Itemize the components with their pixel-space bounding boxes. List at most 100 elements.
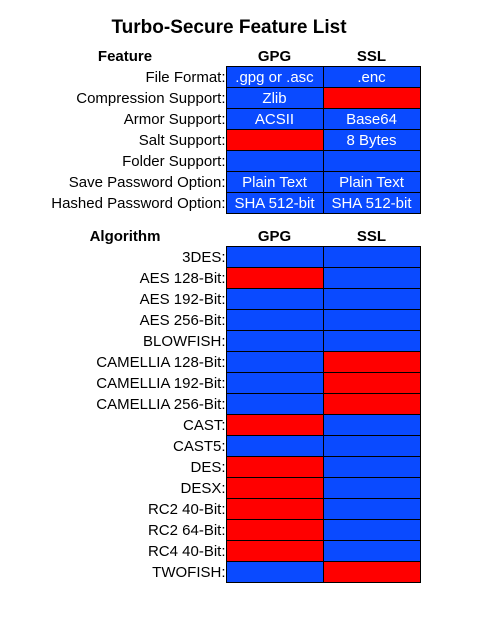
feature-row: Armor Support: ACSII Base64: [24, 108, 421, 130]
feature-label: Salt Support:: [138, 131, 226, 149]
ssl-algorithm-cell: [322, 561, 421, 583]
ssl-algorithm-cell: [322, 267, 421, 289]
ssl-algorithm-cell: [322, 435, 421, 457]
gpg-algorithm-cell: [225, 267, 324, 289]
ssl-algorithm-cell: [322, 519, 421, 541]
algorithm-label: DES:: [190, 458, 226, 476]
ssl-algorithm-cell: [322, 351, 421, 373]
ssl-algorithm-cell: [322, 309, 421, 331]
ssl-algorithm-cell: [322, 477, 421, 499]
gpg-algorithm-cell: [225, 498, 324, 520]
algorithm-row: AES 256-Bit:: [24, 309, 421, 331]
algorithm-label: CAMELLIA 192-Bit:: [96, 374, 226, 392]
feature-label: Armor Support:: [123, 110, 226, 128]
algorithm-label: 3DES:: [182, 248, 226, 266]
feature-column-header: Feature: [97, 47, 153, 65]
ssl-column-header: SSL: [356, 47, 387, 65]
algorithm-label: CAST5:: [172, 437, 226, 455]
ssl-feature-cell: 8 Bytes: [322, 129, 421, 151]
algorithm-label: DESX:: [180, 479, 226, 497]
ssl-algorithm-cell: [322, 393, 421, 415]
gpg-algorithm-cell: [225, 540, 324, 562]
algorithm-row: CAMELLIA 256-Bit:: [24, 393, 421, 415]
ssl-feature-cell: [322, 150, 421, 172]
gpg-algorithm-cell: [225, 309, 324, 331]
algorithm-row: RC2 40-Bit:: [24, 498, 421, 520]
ssl-feature-cell: Plain Text: [322, 171, 421, 193]
algorithm-table: Algorithm GPG SSL 3DES: AES 128-Bit: AES 1…: [24, 226, 421, 583]
gpg-algorithm-cell: [225, 519, 324, 541]
gpg-algorithm-cell: [225, 372, 324, 394]
ssl-algorithm-cell: [322, 414, 421, 436]
ssl-algorithm-cell: [322, 330, 421, 352]
gpg-algorithm-cell: [225, 414, 324, 436]
ssl-algorithm-cell: [322, 246, 421, 268]
feature-label: Hashed Password Option:: [51, 194, 226, 212]
algorithm-row: AES 128-Bit:: [24, 267, 421, 289]
page-title: Turbo-Secure Feature List: [111, 17, 347, 38]
gpg-algorithm-cell: [225, 351, 324, 373]
gpg-algorithm-cell: [225, 477, 324, 499]
feature-label: Folder Support:: [122, 152, 226, 170]
gpg-algorithm-cell: [225, 393, 324, 415]
algorithm-row: RC2 64-Bit:: [24, 519, 421, 541]
algorithm-label: AES 256-Bit:: [139, 311, 226, 329]
gpg-feature-cell: Zlib: [225, 87, 324, 109]
ssl-algorithm-cell: [322, 456, 421, 478]
feature-label: File Format:: [145, 68, 226, 86]
gpg-algorithm-cell: [225, 561, 324, 583]
algorithm-label: RC2 40-Bit:: [147, 500, 226, 518]
algorithm-label: CAMELLIA 128-Bit:: [96, 353, 226, 371]
feature-row: Save Password Option: Plain Text Plain Tex…: [24, 171, 421, 193]
gpg-algorithm-cell: [225, 456, 324, 478]
algorithm-label: RC4 40-Bit:: [147, 542, 226, 560]
algorithm-row: 3DES:: [24, 246, 421, 268]
algorithm-row: RC4 40-Bit:: [24, 540, 421, 562]
algorithm-header-row: Algorithm GPG SSL: [24, 226, 420, 247]
gpg-feature-cell: [225, 150, 324, 172]
algorithm-row: BLOWFISH:: [24, 330, 421, 352]
gpg-column-header: GPG: [257, 47, 292, 65]
algorithm-row: DESX:: [24, 477, 421, 499]
algorithm-column-header: Algorithm: [89, 227, 161, 245]
algorithm-table-body: 3DES: AES 128-Bit: AES 192-Bit: AES 256-Bit…: [24, 246, 421, 583]
algorithm-label: AES 128-Bit:: [139, 269, 226, 287]
ssl-feature-cell: .enc: [322, 66, 421, 88]
ssl-feature-cell: SHA 512-bit: [322, 192, 421, 214]
feature-label: Save Password Option:: [68, 173, 226, 191]
algorithm-row: CAST:: [24, 414, 421, 436]
algorithm-label: TWOFISH:: [152, 563, 226, 581]
feature-row: Salt Support: 8 Bytes: [24, 129, 421, 151]
feature-row: Folder Support:: [24, 150, 421, 172]
gpg-feature-cell: ACSII: [225, 108, 324, 130]
gpg-algorithm-cell: [225, 288, 324, 310]
ssl-feature-cell: [322, 87, 421, 109]
feature-row: File Format: .gpg or .asc .enc: [24, 66, 421, 88]
algorithm-label: AES 192-Bit:: [139, 290, 226, 308]
ssl-algorithm-cell: [322, 372, 421, 394]
feature-table: Feature GPG SSL File Format: .gpg or .asc…: [24, 46, 421, 214]
algorithm-label: BLOWFISH:: [142, 332, 226, 350]
feature-row: Compression Support: Zlib: [24, 87, 421, 109]
algorithm-row: CAMELLIA 128-Bit:: [24, 351, 421, 373]
algorithm-row: CAMELLIA 192-Bit:: [24, 372, 421, 394]
gpg-feature-cell: .gpg or .asc: [225, 66, 324, 88]
feature-table-body: File Format: .gpg or .asc .enc Compression …: [24, 66, 421, 214]
feature-label: Compression Support:: [76, 89, 226, 107]
algorithm-row: AES 192-Bit:: [24, 288, 421, 310]
feature-header-row: Feature GPG SSL: [24, 46, 420, 67]
ssl-algorithm-cell: [322, 540, 421, 562]
algorithm-label: CAMELLIA 256-Bit:: [96, 395, 226, 413]
algorithm-row: TWOFISH:: [24, 561, 421, 583]
algorithm-label: CAST:: [182, 416, 226, 434]
ssl-column-header: SSL: [356, 227, 387, 245]
gpg-feature-cell: Plain Text: [225, 171, 324, 193]
algorithm-row: DES:: [24, 456, 421, 478]
gpg-algorithm-cell: [225, 435, 324, 457]
gpg-algorithm-cell: [225, 330, 324, 352]
gpg-feature-cell: SHA 512-bit: [225, 192, 324, 214]
algorithm-row: CAST5:: [24, 435, 421, 457]
ssl-feature-cell: Base64: [322, 108, 421, 130]
gpg-algorithm-cell: [225, 246, 324, 268]
ssl-algorithm-cell: [322, 498, 421, 520]
